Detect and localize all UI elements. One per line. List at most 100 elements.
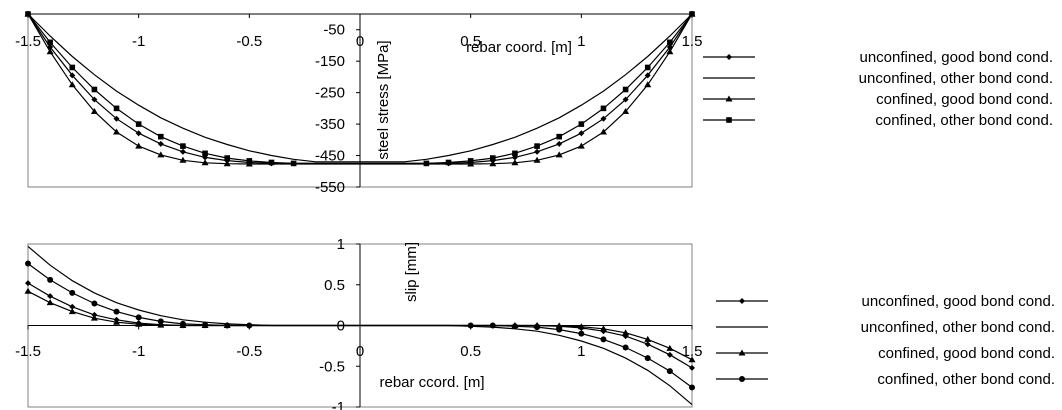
data-point — [201, 159, 209, 166]
data-point — [599, 325, 607, 332]
x-tick-label: -0.5 — [236, 33, 262, 50]
data-point — [157, 140, 164, 147]
data-point — [577, 142, 585, 149]
data-point — [556, 133, 562, 140]
data-point — [179, 148, 186, 155]
y-axis-label: steel stress [MPa] — [375, 40, 392, 159]
data-point — [268, 159, 275, 166]
legend-marker — [739, 376, 745, 382]
y-axis-label: slip [mm] — [403, 242, 420, 302]
x-tick-label: 1 — [577, 33, 585, 50]
data-point — [490, 155, 496, 161]
y-tick-label: -150 — [315, 53, 345, 70]
data-point — [689, 384, 695, 391]
data-point — [157, 151, 165, 158]
data-point — [644, 64, 651, 71]
data-point — [91, 96, 98, 103]
data-point — [290, 160, 297, 167]
data-point — [113, 115, 120, 122]
legend-marker — [739, 298, 745, 304]
series-line — [27, 13, 693, 164]
series-unconfined-other-bond-cond- — [27, 13, 693, 163]
data-point — [578, 330, 585, 337]
data-point — [179, 156, 187, 163]
legend-marker — [726, 54, 732, 60]
data-point — [689, 11, 695, 17]
data-point — [511, 159, 519, 166]
data-point — [46, 48, 54, 55]
data-point — [25, 260, 31, 267]
data-point — [511, 323, 518, 330]
data-point — [644, 355, 651, 362]
y-tick-label: -350 — [315, 116, 345, 133]
x-tick-label: -0.5 — [236, 343, 262, 360]
data-point — [600, 105, 607, 112]
data-point — [644, 335, 652, 342]
x-tick-label: 0.5 — [460, 343, 481, 360]
y-tick-label: -0.5 — [319, 358, 345, 375]
y-tick-label: -250 — [315, 85, 345, 102]
data-point — [47, 293, 54, 300]
data-point — [666, 351, 673, 358]
data-point — [667, 39, 673, 46]
data-point — [46, 299, 54, 306]
x-axis-label: rebar ccord. [m] — [379, 374, 484, 391]
data-point — [600, 115, 607, 122]
x-tick-label: 1.5 — [682, 343, 703, 360]
data-point — [622, 344, 629, 351]
data-point — [68, 308, 76, 315]
data-point — [157, 321, 165, 328]
x-tick-label: 0 — [356, 343, 364, 360]
x-tick-label: 1 — [577, 343, 585, 360]
data-point — [202, 321, 209, 328]
x-axis-label: rebar coord. [m] — [466, 39, 572, 56]
data-point — [135, 320, 143, 327]
data-point — [555, 151, 563, 158]
legend-marker — [725, 95, 733, 102]
data-point — [666, 368, 673, 375]
data-point — [135, 314, 142, 321]
series-confined-other-bond-cond- — [25, 11, 695, 167]
data-point — [644, 72, 651, 79]
y-tick-label: -550 — [315, 179, 345, 196]
data-point — [556, 326, 563, 333]
data-point — [577, 323, 585, 330]
legend-label: unconfined, good bond cond. — [862, 293, 1056, 310]
x-tick-label: -1 — [132, 33, 145, 50]
data-point — [512, 150, 518, 157]
data-point — [47, 276, 54, 283]
data-point — [599, 128, 607, 135]
y-tick-label: -50 — [323, 22, 345, 39]
data-point — [467, 322, 474, 329]
data-point — [113, 105, 120, 112]
data-point — [90, 108, 98, 115]
x-tick-label: -1.5 — [15, 33, 41, 50]
data-point — [622, 86, 629, 93]
data-point — [69, 72, 76, 79]
data-point — [25, 11, 31, 17]
data-point — [135, 142, 143, 149]
legend-marker — [726, 117, 732, 123]
legend-label: confined, other bond cond. — [875, 112, 1053, 129]
x-tick-label: 0.5 — [460, 33, 481, 50]
data-point — [24, 287, 32, 294]
data-point — [534, 148, 541, 155]
data-point — [157, 318, 164, 325]
data-point — [688, 356, 696, 363]
data-point — [91, 86, 98, 93]
data-point — [113, 318, 121, 325]
data-point — [467, 158, 474, 164]
series-line — [27, 263, 693, 388]
data-point — [555, 322, 563, 329]
data-point — [69, 289, 76, 296]
data-point — [423, 160, 430, 167]
data-point — [223, 160, 231, 167]
data-point — [91, 300, 98, 307]
y-tick-label: 0.5 — [324, 277, 345, 294]
legend-marker — [738, 349, 746, 356]
data-point — [445, 159, 452, 166]
data-point — [90, 314, 98, 321]
data-point — [25, 280, 31, 287]
data-point — [622, 96, 629, 103]
